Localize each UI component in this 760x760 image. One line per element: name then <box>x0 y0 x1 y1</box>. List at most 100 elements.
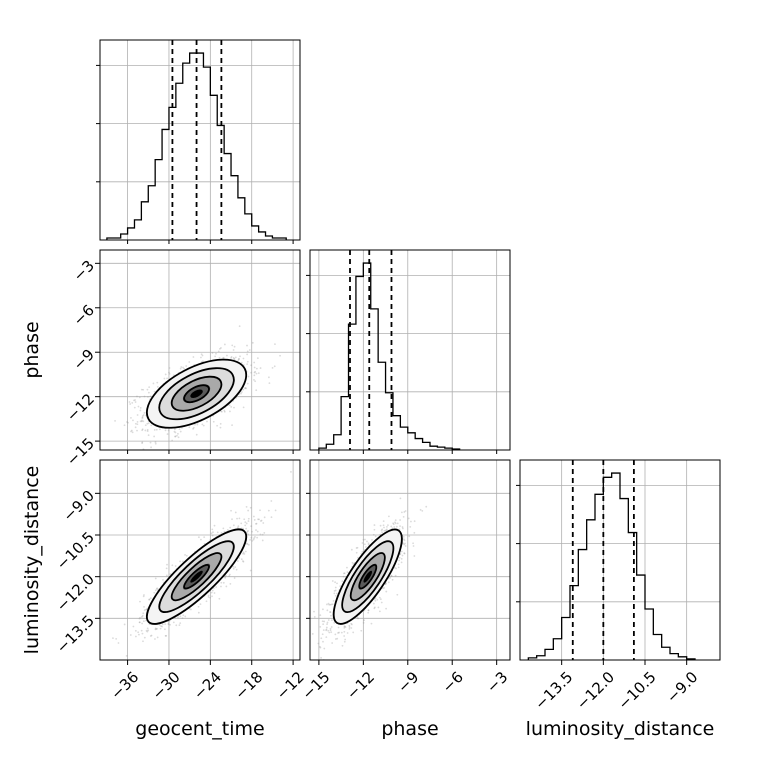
sample-point <box>176 434 178 437</box>
sample-point <box>319 614 322 617</box>
sample-point <box>249 506 252 509</box>
sample-point <box>134 401 137 403</box>
sample-point <box>139 420 142 423</box>
sample-point <box>211 352 214 354</box>
sample-point <box>164 628 166 631</box>
sample-point <box>247 517 250 520</box>
sample-point <box>140 388 143 391</box>
sample-point <box>344 625 346 628</box>
sample-point <box>385 528 388 531</box>
sample-point <box>220 585 222 588</box>
sample-point <box>233 358 235 361</box>
sample-point <box>332 599 335 602</box>
sample-point <box>177 616 179 619</box>
sample-point <box>140 616 143 618</box>
sample-point <box>374 535 377 538</box>
sample-point <box>213 592 216 594</box>
contour-level-2 <box>158 540 235 613</box>
sample-point <box>132 625 135 628</box>
sample-point <box>343 572 345 575</box>
sample-point <box>244 524 247 527</box>
sample-point <box>382 524 385 527</box>
sample-point <box>329 603 332 606</box>
sample-point <box>346 571 349 574</box>
sample-point <box>377 606 380 609</box>
sample-point <box>134 629 137 632</box>
sample-point <box>390 575 393 577</box>
sample-point <box>135 635 137 638</box>
sample-point <box>141 416 144 419</box>
sample-point <box>199 603 202 606</box>
sample-point <box>242 551 245 554</box>
sample-point <box>154 442 157 445</box>
sample-point <box>117 662 119 664</box>
sample-point <box>136 429 138 432</box>
sample-point <box>138 633 140 636</box>
sample-point <box>401 526 404 528</box>
sample-point <box>270 516 273 519</box>
x-tick-label-luminosity_distance-2: −10.5 <box>615 668 660 713</box>
sample-point <box>164 634 167 637</box>
sample-point <box>169 573 172 576</box>
sample-point <box>196 423 199 426</box>
sample-point <box>154 441 157 443</box>
sample-point <box>325 629 328 632</box>
sample-point <box>234 356 237 359</box>
sample-point <box>352 631 355 634</box>
density-layer <box>363 570 373 583</box>
sample-point <box>402 515 405 518</box>
sample-point <box>153 390 156 393</box>
sample-point <box>362 538 365 541</box>
sample-point <box>333 592 336 595</box>
sample-point <box>404 545 407 547</box>
sample-point <box>140 629 143 632</box>
sample-point <box>247 533 249 536</box>
contour-level-3 <box>145 528 248 625</box>
sample-point <box>132 419 134 422</box>
sample-point <box>348 626 351 629</box>
sample-point <box>210 532 213 535</box>
sample-point <box>365 546 367 548</box>
sample-point <box>201 354 204 357</box>
sample-point <box>253 537 255 540</box>
sample-point <box>336 637 339 640</box>
sample-point <box>334 581 336 584</box>
sample-point <box>150 424 153 427</box>
grid-2-0 <box>100 460 300 660</box>
sample-point <box>334 589 337 592</box>
sample-point <box>268 382 271 385</box>
sample-point <box>367 609 370 612</box>
sample-point <box>334 638 337 640</box>
sample-point <box>317 642 320 645</box>
sample-point <box>330 631 333 634</box>
sample-point <box>136 395 138 398</box>
sample-point <box>320 656 323 659</box>
sample-point <box>343 630 346 633</box>
sample-point <box>412 545 415 547</box>
sample-point <box>248 349 251 351</box>
sample-point <box>139 406 142 409</box>
sample-point <box>205 600 208 603</box>
sample-point <box>313 616 316 618</box>
sample-point <box>217 350 220 353</box>
sample-point <box>149 635 152 637</box>
sample-point <box>322 608 324 611</box>
sample-point <box>331 603 334 606</box>
sample-point <box>138 621 141 624</box>
sample-point <box>245 522 248 525</box>
sample-point <box>348 628 351 630</box>
sample-point <box>197 536 200 539</box>
y-tick-label-luminosity_distance-0: −13.5 <box>53 612 98 657</box>
sample-point <box>333 621 336 624</box>
sample-point <box>235 568 238 571</box>
sample-point <box>167 623 170 626</box>
sample-point <box>382 587 384 590</box>
sample-point <box>387 515 390 518</box>
sample-point <box>249 538 251 541</box>
sample-point <box>404 542 406 545</box>
sample-point <box>327 619 330 621</box>
sample-point <box>179 367 182 370</box>
sample-point <box>192 426 195 429</box>
sample-point <box>346 566 348 569</box>
sample-point <box>175 624 178 627</box>
